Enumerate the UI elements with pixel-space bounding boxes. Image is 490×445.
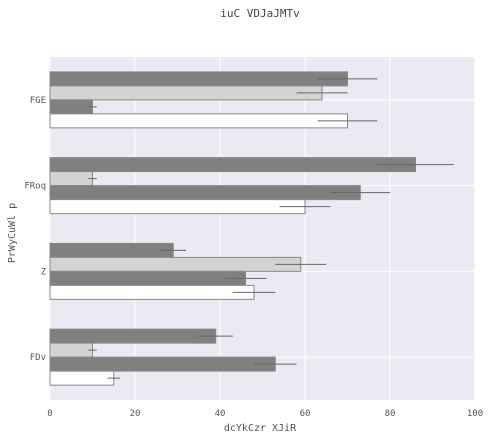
bar bbox=[49, 356, 276, 372]
y-tick-label: FRoq bbox=[24, 182, 46, 192]
tick-labels: 0 20 40 60 80 100 FGE FRoq Z FDv bbox=[24, 96, 483, 419]
x-tick-label: 80 bbox=[385, 409, 396, 419]
y-tick-label: FDv bbox=[30, 353, 46, 363]
bar bbox=[49, 256, 302, 272]
bar bbox=[49, 171, 93, 187]
x-tick-label: 0 bbox=[47, 409, 52, 419]
error-bars bbox=[88, 78, 454, 379]
x-axis-label: dcYkCzr XJiR bbox=[224, 423, 297, 434]
x-tick-label: 100 bbox=[467, 409, 483, 419]
bar bbox=[49, 242, 174, 258]
y-tick-label: Z bbox=[41, 267, 47, 277]
chart-title: iuC VDJaJMTv bbox=[220, 7, 300, 20]
bar bbox=[49, 270, 246, 286]
bar bbox=[49, 342, 93, 358]
y-axis-label: PrWyCuWl p bbox=[7, 203, 18, 263]
bar bbox=[49, 199, 306, 215]
x-tick-label: 20 bbox=[130, 409, 141, 419]
plot-area bbox=[50, 57, 475, 400]
bar bbox=[49, 99, 93, 115]
x-tick-label: 60 bbox=[300, 409, 311, 419]
bar bbox=[49, 185, 361, 201]
bar bbox=[49, 157, 416, 173]
bar bbox=[49, 85, 323, 101]
bar bbox=[49, 71, 348, 87]
bars bbox=[49, 71, 416, 386]
bar bbox=[49, 113, 348, 129]
bar bbox=[49, 370, 115, 386]
bar bbox=[49, 284, 255, 300]
x-tick-label: 40 bbox=[215, 409, 226, 419]
y-tick-label: FGE bbox=[30, 96, 46, 106]
bar bbox=[49, 328, 217, 344]
